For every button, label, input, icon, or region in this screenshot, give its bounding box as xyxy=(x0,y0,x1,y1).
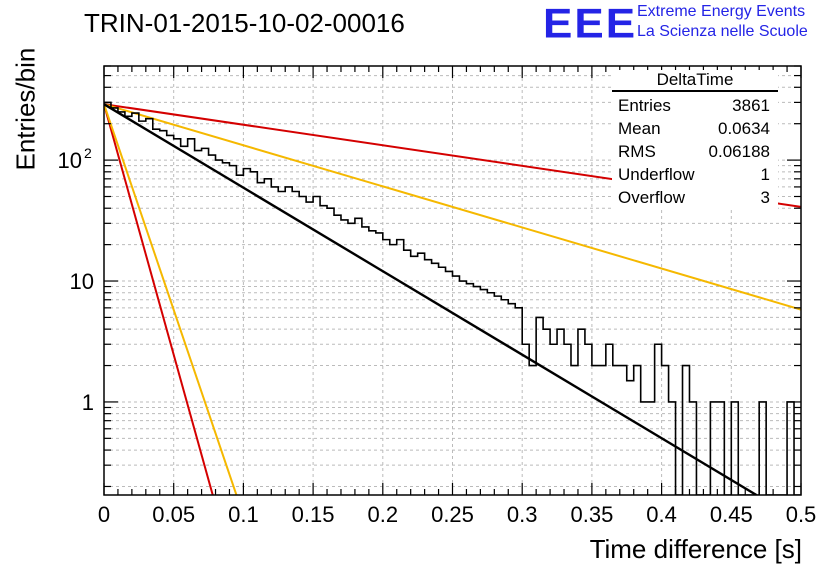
stats-row: RMS 0.06188 xyxy=(612,140,778,163)
stats-label: Entries xyxy=(618,96,671,115)
x-tick-label: 0.4 xyxy=(646,502,677,527)
stats-value: 3861 xyxy=(732,96,770,115)
x-tick-label: 0.45 xyxy=(710,502,753,527)
x-tick-label: 0.2 xyxy=(368,502,399,527)
stats-row: Overflow 3 xyxy=(612,186,778,209)
histogram-outline xyxy=(104,101,801,495)
x-axis-label: Time difference [s] xyxy=(589,534,802,564)
eee-logo-text: Extreme Energy Events La Scienza nelle S… xyxy=(637,2,808,42)
stats-label: Underflow xyxy=(618,165,695,184)
stats-label: Overflow xyxy=(618,188,686,207)
y-tick-label-exponent: 2 xyxy=(84,145,92,161)
y-tick-label: 1 xyxy=(82,390,94,415)
logo-line-2: La Scienza nelle Scuole xyxy=(637,23,808,40)
x-tick-label: 0.05 xyxy=(152,502,195,527)
series-curve-orange-steep xyxy=(104,103,238,495)
stats-row: Underflow 1 xyxy=(612,163,778,186)
stats-label: RMS xyxy=(618,142,656,161)
y-axis-label: Entries/bin xyxy=(10,47,41,171)
stats-value: 0.06188 xyxy=(708,142,770,161)
x-tick-label: 0.3 xyxy=(507,502,538,527)
series-fit-black xyxy=(104,103,758,495)
logo-line-1: Extreme Energy Events xyxy=(637,3,806,20)
chart-title: TRIN-01-2015-10-02-00016 xyxy=(84,8,405,38)
x-tick-label: 0.35 xyxy=(570,502,613,527)
x-tick-label: 0 xyxy=(98,502,110,527)
series-curve-red-steep xyxy=(104,103,214,495)
x-tick-label: 0.15 xyxy=(292,502,335,527)
stats-row: Mean 0.0634 xyxy=(612,117,778,140)
stats-value: 3 xyxy=(760,188,770,207)
y-tick-label: 10 xyxy=(70,269,94,294)
stats-value: 0.0634 xyxy=(718,119,770,138)
stats-label: Mean xyxy=(618,119,661,138)
stats-box: DeltaTime Entries 3861 Mean 0.0634 RMS 0.06… xyxy=(612,70,778,210)
stats-value: 1 xyxy=(760,165,770,184)
eee-logo-mark: EEE xyxy=(543,0,638,47)
plot-content xyxy=(104,101,801,495)
series-curve-orange-flat xyxy=(104,103,801,311)
x-tick-label: 0.25 xyxy=(431,502,474,527)
stats-title: DeltaTime xyxy=(612,70,778,92)
x-tick-label: 0.1 xyxy=(228,502,259,527)
y-tick-label: 10 xyxy=(58,148,82,173)
stats-row: Entries 3861 xyxy=(612,94,778,117)
x-tick-label: 0.5 xyxy=(786,502,817,527)
